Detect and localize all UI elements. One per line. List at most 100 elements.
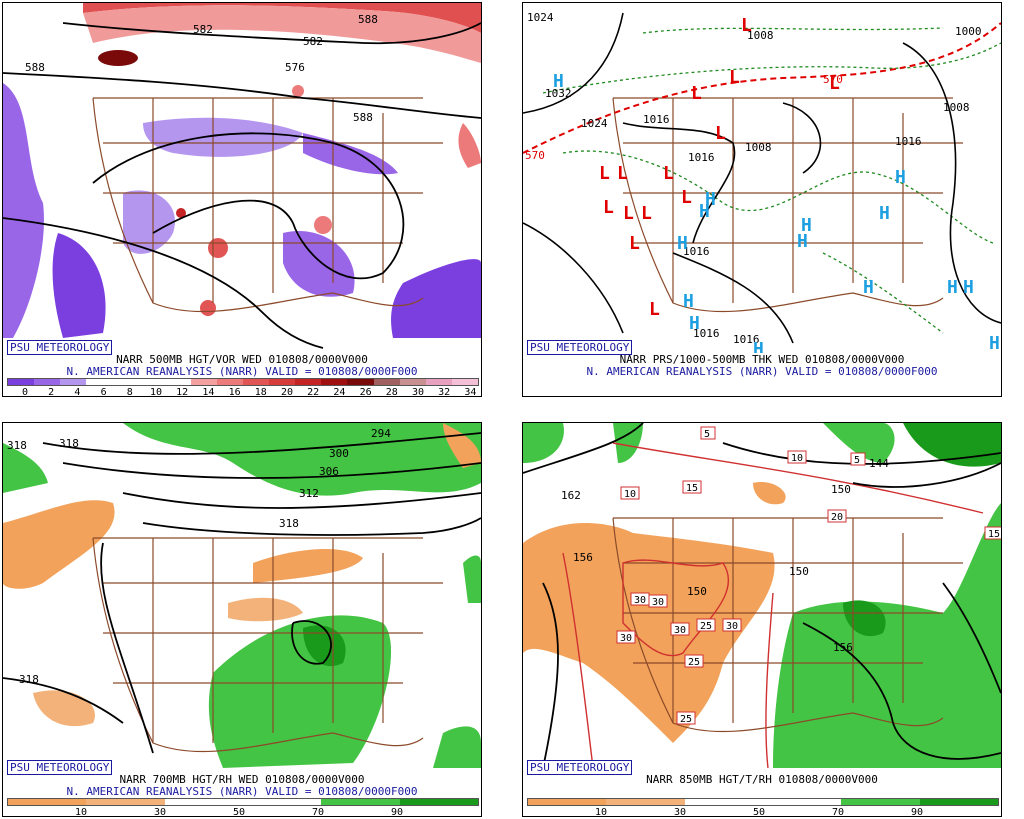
temp-label: 10 bbox=[620, 486, 640, 500]
colorbar-tick-label: 90 bbox=[910, 807, 924, 817]
low-pressure-symbol: L bbox=[715, 123, 726, 144]
svg-text:20: 20 bbox=[831, 512, 843, 523]
temp-label: 25 bbox=[676, 711, 696, 725]
contour-label: 588 bbox=[25, 61, 45, 74]
colorbar-swatch bbox=[425, 379, 452, 385]
colorbar-tick-label: 2 bbox=[48, 387, 55, 397]
high-pressure-symbol: H bbox=[963, 277, 974, 298]
map-500mb: 588 588 588 582 576 582 bbox=[3, 3, 481, 353]
contour-label: 318 bbox=[7, 439, 27, 452]
low-pressure-symbol: L bbox=[623, 203, 634, 224]
map-700mb: 318 318 294 300 306 312 318 318 bbox=[3, 423, 481, 773]
colorbar-tick-label: 30 bbox=[153, 807, 167, 817]
colorbar-tick-label: 14 bbox=[202, 387, 215, 397]
low-pressure-symbol: L bbox=[649, 299, 660, 320]
high-pressure-symbol: H bbox=[895, 167, 906, 188]
svg-text:15: 15 bbox=[686, 483, 698, 494]
temp-label: 20 bbox=[827, 509, 847, 523]
contour-label: 162 bbox=[561, 489, 581, 502]
temp-label: 30 bbox=[630, 592, 650, 606]
high-pressure-symbol: H bbox=[553, 71, 564, 92]
low-pressure-symbol: L bbox=[603, 197, 614, 218]
high-pressure-symbol: H bbox=[879, 203, 890, 224]
svg-text:30: 30 bbox=[634, 595, 646, 606]
vorticity-scale-labels: 0 2 4 6 8 10 12 14 16 18 20 22 24 26 28 30 32 34 bbox=[7, 387, 479, 397]
contour-label: 294 bbox=[371, 427, 391, 440]
contour-label: 306 bbox=[319, 465, 339, 478]
map-surface-pressure: 1024 1032 1024 1016 1016 1008 1016 1016 … bbox=[523, 3, 1001, 353]
colorbar-swatch bbox=[606, 799, 685, 805]
temp-label: 5 bbox=[850, 452, 866, 466]
svg-text:15: 15 bbox=[988, 529, 1000, 540]
panel-title: NARR 850MB HGT/T/RH 010808/0000V000 bbox=[646, 773, 878, 786]
colorbar-swatch bbox=[451, 379, 478, 385]
colorbar-swatch bbox=[86, 379, 113, 385]
isobar-label: 1016 bbox=[688, 151, 715, 164]
colorbar-swatch bbox=[60, 379, 87, 385]
svg-text:30: 30 bbox=[620, 633, 632, 644]
colorbar-swatch bbox=[347, 379, 374, 385]
high-pressure-symbol: H bbox=[683, 291, 694, 312]
temp-label: 15 bbox=[682, 480, 702, 494]
svg-text:5: 5 bbox=[854, 455, 860, 466]
temp-label: 25 bbox=[684, 654, 704, 668]
isobar-label: 1016 bbox=[683, 245, 710, 258]
high-pressure-symbol: H bbox=[863, 277, 874, 298]
low-pressure-symbol: L bbox=[829, 73, 840, 94]
panel-subtitle: N. AMERICAN REANALYSIS (NARR) VALID = 01… bbox=[586, 365, 938, 378]
temp-label: 30 bbox=[722, 618, 742, 632]
low-pressure-symbol: L bbox=[681, 187, 692, 208]
contour-label: 318 bbox=[279, 517, 299, 530]
temp-label: 25 bbox=[696, 618, 716, 632]
contour-label: 156 bbox=[833, 641, 853, 654]
low-pressure-symbol: L bbox=[617, 163, 628, 184]
colorbar-tick-label: 50 bbox=[232, 807, 246, 817]
colorbar-swatch bbox=[841, 799, 920, 805]
isobar-label: 1016 bbox=[693, 327, 720, 340]
isobar-label: 1032 bbox=[545, 87, 572, 100]
high-pressure-symbol: H bbox=[753, 339, 764, 353]
colorbar-tick-label: 20 bbox=[280, 387, 294, 397]
colorbar-tick-label: 10 bbox=[594, 807, 608, 817]
svg-text:25: 25 bbox=[700, 621, 712, 632]
temp-label: 5 bbox=[700, 426, 716, 440]
colorbar-swatch bbox=[373, 379, 400, 385]
contour-label: 318 bbox=[59, 437, 79, 450]
vorticity-colorbar bbox=[7, 378, 479, 386]
colorbar-swatch bbox=[269, 379, 296, 385]
thickness-570-line bbox=[523, 22, 1001, 154]
colorbar-tick-label: 18 bbox=[254, 387, 267, 397]
svg-text:10: 10 bbox=[624, 489, 636, 500]
colorbar-tick-label: 34 bbox=[464, 387, 477, 397]
high-pressure-symbol: H bbox=[947, 277, 958, 298]
colorbar-swatch bbox=[321, 379, 348, 385]
contour-label: 150 bbox=[831, 483, 851, 496]
colorbar-swatch bbox=[86, 799, 165, 805]
colorbar-swatch bbox=[164, 379, 191, 385]
colorbar-swatch bbox=[112, 379, 139, 385]
colorbar-swatch bbox=[399, 799, 478, 805]
isobar-label: 1008 bbox=[943, 101, 970, 114]
colorbar-tick-label: 32 bbox=[438, 387, 451, 397]
colorbar-tick-label: 16 bbox=[228, 387, 241, 397]
contour-label: 156 bbox=[573, 551, 593, 564]
rh-colorbar bbox=[7, 798, 479, 806]
temp-label: 30 bbox=[648, 594, 668, 608]
colorbar-swatch bbox=[242, 379, 270, 385]
rh-scale-labels: 10 30 50 70 90 bbox=[7, 807, 479, 817]
vorticity-min-west bbox=[3, 83, 44, 338]
high-pressure-symbol: H bbox=[801, 215, 812, 236]
panel-title: NARR 500MB HGT/VOR WED 010808/0000V000 bbox=[116, 353, 368, 366]
isobar-label: 1016 bbox=[895, 135, 922, 148]
high-pressure-symbol: H bbox=[989, 333, 1000, 353]
panel-title: NARR 700MB HGT/RH WED 010808/0000V000 bbox=[119, 773, 365, 786]
panel-500mb-vorticity: 588 588 588 582 576 582 PSU METEOROLOGY … bbox=[2, 2, 482, 397]
isobar-label: 1000 bbox=[955, 25, 982, 38]
svg-text:25: 25 bbox=[680, 714, 692, 725]
colorbar-tick-label: 30 bbox=[673, 807, 687, 817]
contour-label: 582 bbox=[193, 23, 213, 36]
colorbar-swatch bbox=[8, 799, 87, 805]
colorbar-tick-label: 22 bbox=[307, 387, 320, 397]
svg-text:10: 10 bbox=[791, 453, 803, 464]
panel-850mb-temp-rh: 162 156 150 150 156 150 144 10 10 15 20 … bbox=[522, 422, 1002, 817]
